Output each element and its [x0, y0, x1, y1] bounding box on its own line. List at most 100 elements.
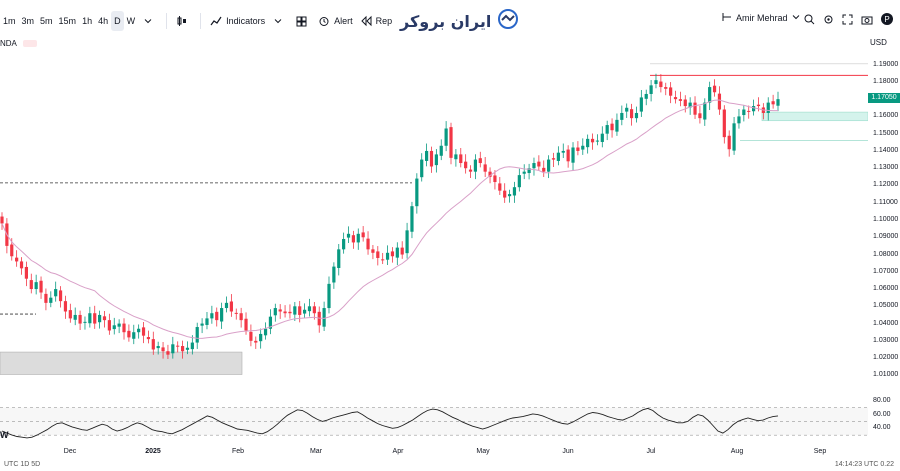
candle	[576, 141, 580, 156]
price-chart[interactable]	[0, 50, 868, 390]
candle-body	[10, 244, 14, 257]
candle-body	[434, 154, 438, 166]
candle	[566, 145, 570, 168]
candle	[49, 291, 53, 308]
rsi-axis[interactable]: 80.00 60.00 40.00	[868, 392, 900, 442]
candle-body	[547, 159, 551, 172]
candle-body	[210, 313, 214, 319]
timeframe-dropdown[interactable]	[138, 11, 161, 31]
candle	[507, 189, 512, 203]
candle-body	[322, 308, 326, 327]
candle	[503, 183, 507, 203]
broker-logo: ایران بروکر	[392, 8, 528, 34]
toolbar-divider	[200, 13, 202, 29]
candle-body	[244, 318, 248, 331]
time-axis[interactable]: Dec 2025 Feb Mar Apr May Jun Jul Aug Sep	[0, 446, 868, 460]
replay-icon	[359, 14, 373, 28]
candle-body	[654, 80, 658, 84]
candle-body	[644, 93, 648, 99]
candle	[766, 97, 770, 121]
fullscreen-icon[interactable]	[842, 12, 853, 30]
candle-body	[15, 257, 19, 262]
demand-zone	[0, 351, 243, 375]
timeframe-15m[interactable]: 15m	[56, 11, 80, 31]
candle-body	[737, 116, 741, 124]
candle-body	[141, 327, 146, 336]
candle	[39, 276, 43, 299]
candle	[610, 118, 614, 138]
candle	[185, 341, 190, 355]
candle-body	[771, 101, 775, 105]
timeframe-1m[interactable]: 1m	[0, 11, 19, 31]
candle	[15, 250, 19, 267]
candle-body	[73, 314, 77, 320]
candle	[220, 302, 224, 329]
settings-icon[interactable]	[823, 12, 834, 30]
candle	[180, 340, 185, 359]
footer-right: 14:14:23 UTC 0.22	[834, 461, 894, 468]
candle	[312, 302, 316, 320]
candle	[44, 288, 48, 311]
candle-body	[468, 169, 473, 172]
candle-body	[464, 161, 468, 169]
candle-body	[254, 340, 258, 343]
candle-body	[39, 280, 43, 293]
time-axis-label: Apr	[392, 448, 404, 455]
user-menu[interactable]: Amir Mehrad	[722, 12, 800, 24]
candle	[254, 336, 258, 349]
price-axis-label: 1.09000	[873, 233, 899, 241]
indicator-badge[interactable]	[22, 39, 37, 47]
timeframe-4h[interactable]: 4h	[95, 11, 111, 31]
candle	[644, 89, 648, 106]
candle	[381, 252, 385, 265]
user-name: Amir Mehrad	[736, 13, 788, 23]
candle	[322, 301, 326, 332]
timeframe-1h[interactable]: 1h	[79, 11, 95, 31]
candle-body	[127, 330, 131, 338]
candle	[224, 296, 229, 313]
candle-body	[493, 175, 497, 183]
alert-button[interactable]: Alert	[314, 11, 356, 31]
timeframe-w[interactable]: W	[124, 11, 139, 31]
chart-type-button[interactable]	[172, 11, 195, 31]
candle	[376, 246, 380, 266]
candle-body	[742, 109, 746, 116]
candle	[395, 242, 399, 266]
timeframe-d[interactable]: D	[111, 11, 124, 31]
indicators-label: Indicators	[226, 16, 266, 26]
candle-body	[361, 232, 365, 238]
currency-label[interactable]: USD	[870, 38, 887, 47]
candle	[742, 105, 746, 122]
candle-body	[566, 149, 570, 162]
candle-body	[234, 312, 238, 314]
indicators-icon	[209, 14, 223, 28]
candle-body	[171, 344, 175, 354]
timeframe-3m[interactable]: 3m	[19, 11, 38, 31]
layout-button[interactable]	[291, 11, 314, 31]
candle	[649, 79, 653, 102]
candle-body	[703, 102, 707, 120]
timeframe-5m[interactable]: 5m	[37, 11, 56, 31]
candle-body	[259, 333, 263, 342]
time-axis-label: Feb	[231, 448, 245, 455]
candle-body	[229, 301, 233, 312]
publish-icon[interactable]: P	[881, 12, 893, 30]
candle-body	[249, 331, 253, 341]
candle	[171, 336, 175, 359]
candle	[229, 294, 233, 317]
indicators-button[interactable]: Indicators	[206, 11, 268, 31]
camera-icon[interactable]	[861, 12, 873, 30]
price-axis-label: 1.18000	[873, 77, 899, 85]
rsi-pane[interactable]	[0, 392, 868, 444]
candle	[307, 298, 312, 317]
candle	[605, 120, 609, 141]
search-icon[interactable]	[804, 12, 815, 30]
indicator-templates-dropdown[interactable]	[268, 11, 291, 31]
replay-button[interactable]: Replay	[356, 11, 407, 31]
rsi-axis-label: 40.00	[873, 424, 891, 432]
candle	[337, 243, 341, 276]
candle-body	[400, 247, 404, 255]
candle	[717, 86, 722, 115]
candle-body	[29, 280, 33, 290]
candle-body	[429, 150, 434, 167]
